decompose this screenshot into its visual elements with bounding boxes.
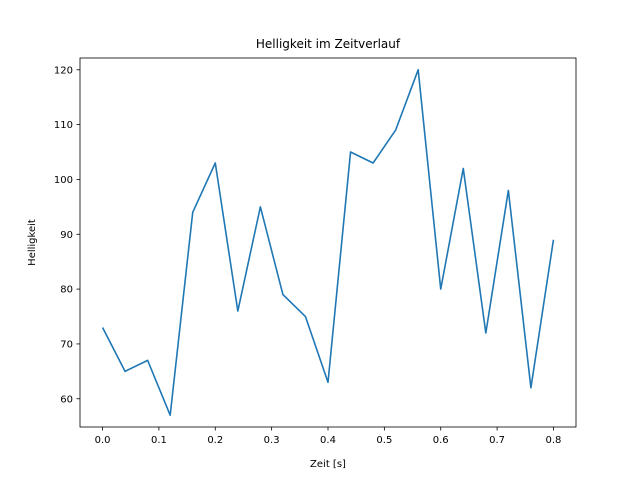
x-axis-label: Zeit [s] bbox=[310, 459, 346, 470]
y-tick-label: 120 bbox=[54, 65, 73, 76]
x-tick-label: 0.2 bbox=[207, 435, 223, 446]
y-tick-label: 70 bbox=[60, 339, 73, 350]
y-tick-label: 80 bbox=[60, 285, 73, 296]
x-tick-label: 0.3 bbox=[264, 435, 280, 446]
y-tick-label: 110 bbox=[54, 120, 73, 131]
plot-area bbox=[80, 58, 576, 427]
x-tick-label: 0.8 bbox=[546, 435, 562, 446]
x-tick-label: 0.5 bbox=[376, 435, 392, 446]
y-tick-label: 100 bbox=[54, 175, 73, 186]
y-tick-label: 60 bbox=[60, 394, 73, 405]
x-tick-label: 0.7 bbox=[489, 435, 505, 446]
x-axis: 0.0 0.1 0.2 0.3 0.4 0.5 0.6 0.7 0.8 bbox=[95, 427, 562, 446]
chart-title: Helligkeit im Zeitverlauf bbox=[256, 37, 401, 51]
x-tick-label: 0.4 bbox=[320, 435, 336, 446]
x-tick-label: 0.0 bbox=[95, 435, 111, 446]
x-tick-label: 0.6 bbox=[433, 435, 449, 446]
x-tick-label: 0.1 bbox=[151, 435, 167, 446]
y-tick-label: 90 bbox=[60, 230, 73, 241]
series-line-0 bbox=[101, 68, 555, 417]
y-axis: 60 70 80 90 100 110 120 bbox=[54, 65, 80, 405]
y-axis-label: Helligkeit bbox=[27, 219, 38, 266]
series-layer bbox=[101, 68, 555, 417]
